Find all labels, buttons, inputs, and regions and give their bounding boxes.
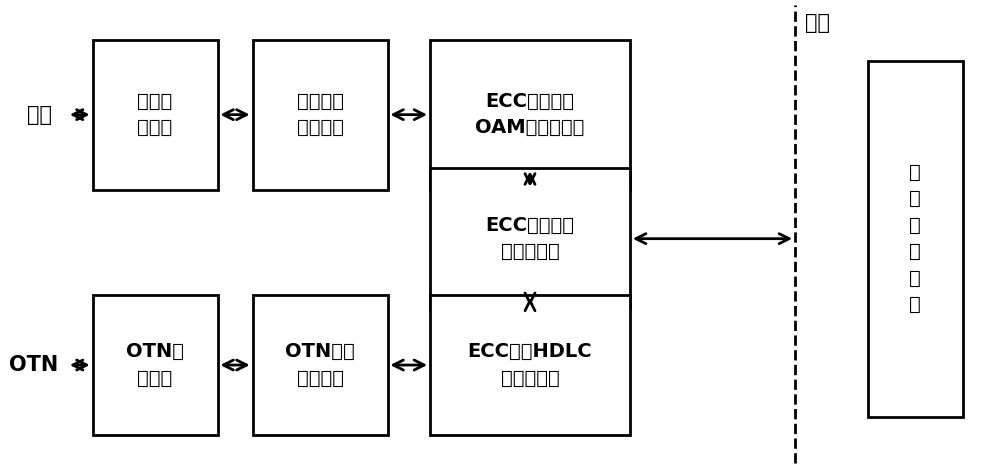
Bar (868, 61, 962, 417)
Bar (430, 295, 630, 435)
Text: ECC报文聚合
与分离单元: ECC报文聚合 与分离单元 (486, 216, 574, 262)
Text: ECC帧与HDLC
帧转换单元: ECC帧与HDLC 帧转换单元 (468, 342, 592, 388)
Bar (430, 40, 630, 190)
Text: 分组交
换单元: 分组交 换单元 (137, 92, 173, 138)
Bar (252, 295, 388, 435)
Text: 分组接口
适配单元: 分组接口 适配单元 (296, 92, 344, 138)
Bar (252, 40, 388, 190)
Text: OTN接口
适配单元: OTN接口 适配单元 (285, 342, 355, 388)
Text: OTN: OTN (9, 355, 59, 375)
Text: 分组: 分组 (26, 105, 52, 124)
Bar (430, 168, 630, 309)
Text: 控
制
管
理
单
元: 控 制 管 理 单 元 (909, 163, 921, 314)
Text: ECC帧与以太
OAM帧转换单元: ECC帧与以太 OAM帧转换单元 (475, 92, 585, 138)
Bar (92, 40, 218, 190)
Bar (92, 295, 218, 435)
Text: 背板: 背板 (805, 14, 830, 33)
Text: OTN成
帧单元: OTN成 帧单元 (126, 342, 184, 388)
